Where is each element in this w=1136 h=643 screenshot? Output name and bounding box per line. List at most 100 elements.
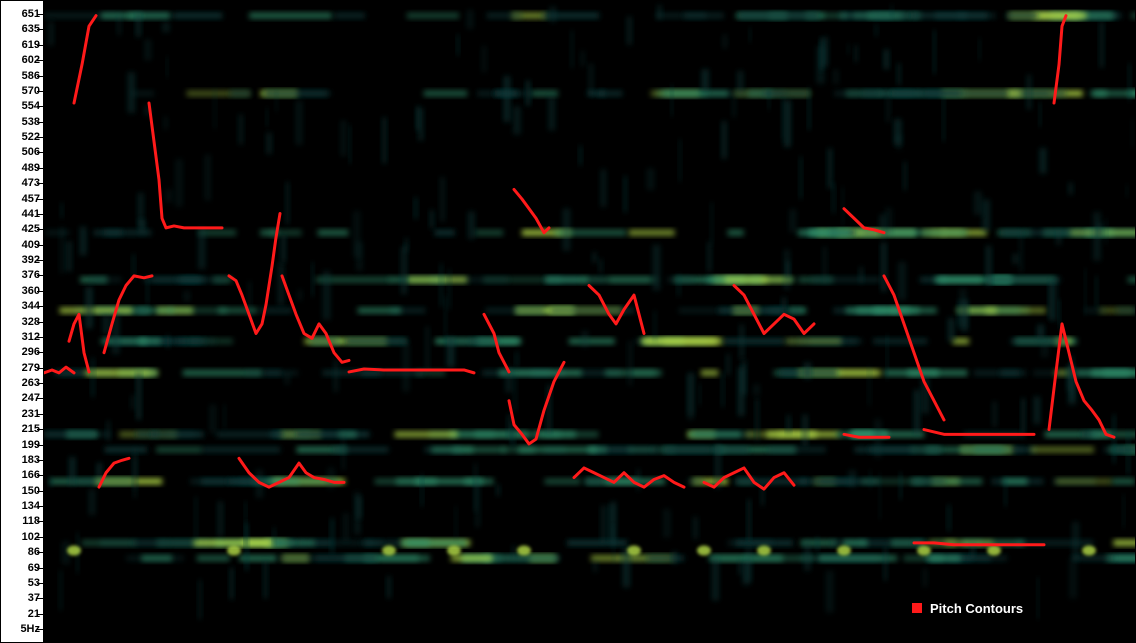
spectral-noise-patch	[1122, 494, 1125, 529]
spectral-noise-patch	[356, 496, 362, 519]
spectral-noise-patch	[79, 226, 87, 256]
spectral-noise-patch	[425, 326, 430, 373]
y-tick-label: 247	[21, 392, 40, 405]
spectral-energy-patch	[104, 446, 148, 453]
spectral-energy-patch	[156, 446, 202, 453]
plot-svg	[44, 4, 1135, 620]
pitch-contour-segment	[1052, 14, 1068, 105]
spectral-noise-patch	[1072, 521, 1080, 560]
spectral-noise-patch	[481, 45, 487, 73]
y-tick-label: 409	[21, 238, 40, 251]
spectral-energy-patch	[405, 539, 467, 546]
spectral-noise-patch	[992, 401, 998, 428]
spectral-energy-patch	[269, 229, 302, 236]
spectral-noise-patch	[247, 281, 252, 319]
y-tick-mark	[37, 506, 43, 507]
spectral-noise-patch	[722, 34, 728, 49]
spectral-noise-patch	[223, 404, 226, 430]
y-tick-label: 118	[22, 515, 40, 528]
spectral-energy-patch	[1011, 446, 1036, 453]
spectral-noise-patch	[238, 114, 244, 145]
spectral-energy-patch	[1000, 369, 1020, 376]
spectral-noise-patch	[885, 95, 891, 123]
spectral-noise-patch	[588, 63, 594, 95]
y-tick-mark	[37, 383, 43, 384]
spectral-energy-patch	[44, 12, 124, 19]
y-tick-label: 554	[21, 100, 40, 113]
spectral-hotspot	[382, 545, 396, 556]
spectral-energy-patch	[196, 555, 230, 562]
spectral-energy-patch	[45, 229, 70, 236]
spectral-noise-patch	[580, 50, 586, 67]
spectral-energy-patch	[768, 446, 826, 453]
spectral-energy-patch	[249, 12, 333, 19]
spectral-energy-patch	[811, 276, 881, 283]
spectral-noise-patch	[1026, 74, 1032, 110]
spectral-noise-patch	[48, 21, 54, 46]
spectral-noise-patch	[277, 262, 285, 306]
spectral-noise-patch	[653, 310, 657, 342]
spectral-hotspot	[917, 545, 931, 556]
pitch-contour-segment	[882, 274, 946, 422]
spectral-noise-patch	[265, 107, 269, 128]
spectral-noise-patch	[1084, 267, 1087, 316]
y-tick-mark	[37, 213, 43, 215]
spectral-noise-patch	[747, 499, 751, 542]
spectral-noise-patch	[510, 423, 515, 447]
y-tick-mark	[37, 90, 43, 92]
spectral-noise-patch	[883, 545, 888, 581]
spectral-energy-patch	[310, 338, 337, 345]
y-tick-mark	[37, 629, 43, 630]
spectral-noise-patch	[132, 456, 138, 489]
spectral-noise-patch	[467, 211, 475, 240]
y-tick-label: 102	[21, 530, 40, 543]
spectral-energy-patch	[628, 229, 675, 236]
spectral-noise-patch	[1033, 396, 1041, 424]
y-tick-mark	[37, 567, 43, 569]
spectral-energy-patch	[712, 555, 752, 562]
spectral-energy-patch	[700, 369, 719, 376]
spectral-energy-patch	[588, 446, 607, 453]
spectral-noise-patch	[878, 472, 881, 520]
spectral-noise-patch	[677, 274, 681, 297]
spectral-energy-patch	[267, 478, 339, 485]
spectral-noise-patch	[136, 371, 142, 420]
spectral-noise-patch	[1012, 253, 1019, 265]
spectral-noise-patch	[1018, 231, 1024, 273]
spectral-noise-patch	[710, 201, 714, 245]
spectral-noise-patch	[90, 357, 95, 398]
spectral-energy-patch	[260, 229, 278, 236]
spectral-energy-patch	[818, 555, 898, 562]
pitch-contour-segment	[912, 541, 1046, 547]
spectral-energy-patch	[745, 431, 780, 438]
spectral-energy-patch	[952, 338, 970, 345]
spectral-noise-patch	[749, 27, 752, 43]
spectral-noise-patch	[815, 537, 820, 552]
spectral-energy-patch	[568, 338, 615, 345]
spectral-noise-patch	[466, 9, 474, 30]
spectral-energy-patch	[1072, 555, 1114, 562]
spectral-hotspot	[67, 545, 81, 556]
spectral-energy-patch	[138, 338, 161, 345]
y-tick-mark	[37, 29, 43, 31]
spectral-energy-patch	[628, 446, 676, 453]
spectral-noise-patch	[807, 87, 811, 131]
spectral-energy-patch	[837, 229, 916, 236]
spectral-energy-patch	[44, 431, 96, 438]
spectral-noise-patch	[144, 39, 152, 61]
spectral-noise-patch	[473, 463, 478, 512]
spectral-noise-patch	[439, 263, 444, 307]
spectral-noise-patch	[525, 80, 531, 106]
spectral-energy-patch	[1032, 369, 1075, 376]
spectral-noise-patch	[61, 541, 70, 565]
spectral-energy-patch	[1055, 478, 1113, 485]
spectral-energy-patch	[186, 90, 250, 97]
spectral-energy-patch	[141, 555, 173, 562]
spectral-noise-patch	[327, 467, 335, 489]
spectral-energy-patch	[334, 12, 366, 19]
spectral-hotspot	[447, 545, 461, 556]
spectral-noise-patch	[413, 197, 418, 219]
spectral-energy-patch	[873, 307, 910, 314]
spectral-noise-patch	[868, 469, 872, 489]
spectral-noise-patch	[570, 30, 574, 69]
